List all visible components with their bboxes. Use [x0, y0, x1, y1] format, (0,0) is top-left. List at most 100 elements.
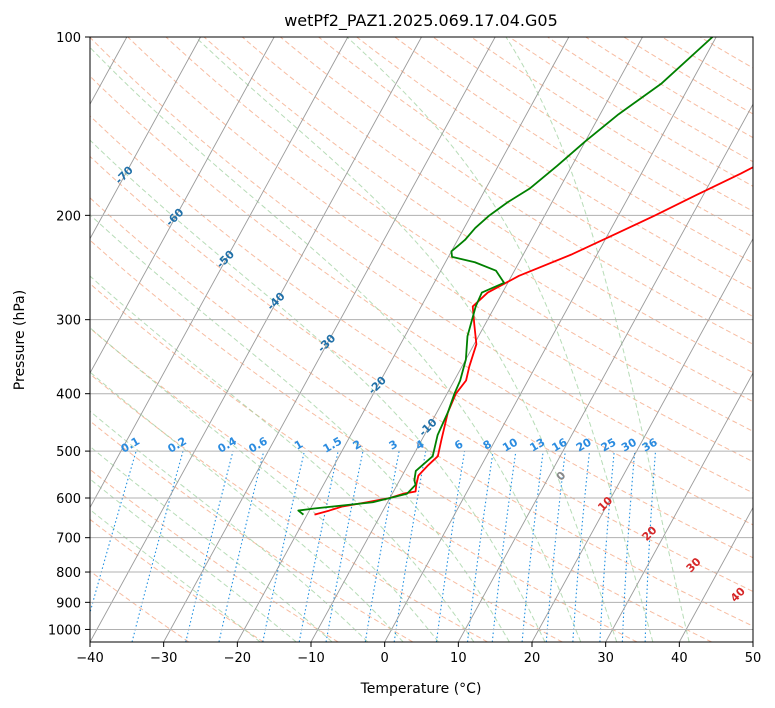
moist-adiabat-line [90, 139, 546, 642]
x-tick-label: −20 [224, 651, 251, 666]
mixing-ratio-line [521, 451, 544, 642]
mixing-ratio-line [218, 450, 265, 642]
mixing-ratio-label: 8 [481, 438, 494, 453]
y-tick-label: 300 [56, 314, 81, 329]
mixing-ratio-line [262, 450, 305, 642]
mixing-ratio-line [545, 451, 566, 642]
dry-adiabat-line [280, 37, 753, 345]
dry-adiabat-line [356, 37, 753, 290]
isotherm-label: -40 [264, 290, 287, 313]
mixing-ratio-line [621, 451, 636, 642]
dry-adiabat-line [90, 115, 753, 559]
isotherm-line [90, 37, 201, 240]
moist-adiabat-line [90, 410, 369, 642]
mixing-ratio-line [90, 450, 137, 615]
isotherm-line [90, 37, 275, 375]
dry-adiabat-line [90, 420, 414, 642]
isotherm-label: -30 [315, 332, 338, 355]
isotherm-label: -80 [62, 121, 85, 144]
moist-adiabat-line [90, 445, 333, 642]
y-tick-label: 700 [56, 532, 81, 547]
isotherm-label: -10 [416, 416, 439, 439]
plot-frame [89, 36, 754, 643]
isotherm-line [457, 103, 753, 642]
mixing-ratio-label: 3 [387, 438, 400, 453]
isotherm-line [678, 506, 753, 642]
isotherm-line [90, 37, 349, 509]
y-axis-label: Pressure (hPa) [12, 290, 28, 390]
x-tick-label: −40 [76, 651, 103, 666]
mixing-ratio-label: 0.4 [216, 434, 240, 455]
y-tick-label: 200 [56, 209, 81, 224]
mixing-ratio-label: 2 [351, 438, 364, 453]
mixing-ratio-label: 0.2 [166, 435, 189, 456]
x-tick-label: 0 [381, 651, 389, 666]
mixing-ratio-label: 36 [640, 435, 660, 454]
x-axis-label: Temperature (°C) [360, 681, 482, 697]
profile-lines [297, 37, 753, 516]
isotherm-line [384, 37, 717, 642]
dry-adiabat-line [90, 373, 488, 642]
dry-adiabat-line [90, 327, 563, 642]
mixing-ratio-line [572, 451, 591, 642]
y-tick-label: 1000 [48, 623, 81, 638]
mixing-ratio-label: 1 [292, 438, 305, 453]
dry-adiabat-line [90, 37, 753, 494]
x-tick-label: 20 [524, 651, 541, 666]
dry-adiabat-line [90, 570, 190, 642]
moist-adiabat-line [90, 214, 510, 642]
y-tick-label: 800 [56, 566, 81, 581]
x-axis: −40 −30 −20 −10 0 10 20 30 40 50 [76, 642, 761, 666]
mixing-ratio-label: 20 [574, 435, 594, 454]
moist-adiabat-line [195, 37, 618, 642]
mixing-ratio-label: 10 [500, 435, 520, 454]
mixing-ratio-label: 6 [452, 437, 465, 452]
background-lines [90, 37, 753, 642]
mixing-ratio-label: 0.1 [119, 435, 142, 456]
chart-title: wetPf2_PAZ1.2025.069.17.04.G05 [284, 11, 558, 31]
dry-adiabat-line [394, 37, 753, 264]
mixing-ratio-label: 25 [599, 436, 619, 455]
moist-adiabat-line [505, 37, 690, 642]
isotherm-label: -70 [113, 163, 136, 186]
x-tick-label: −30 [150, 651, 177, 666]
y-tick-label: 600 [56, 492, 81, 507]
mixing-ratio-line [185, 450, 234, 642]
y-tick-label: 900 [56, 596, 81, 611]
y-axis: 100 200 300 400 500 600 700 800 900 1000 [48, 31, 90, 638]
moist-adiabat-line [346, 37, 654, 642]
dry-adiabat-line [90, 239, 712, 642]
dewpoint-profile-line [297, 37, 714, 516]
moist-adiabat-line [90, 327, 439, 642]
x-tick-label: 50 [745, 651, 762, 666]
y-tick-label: 500 [56, 445, 81, 460]
dry-adiabat-line [127, 37, 753, 463]
dry-adiabat-label: 0 [554, 469, 569, 484]
pressure-grid [90, 37, 753, 630]
dry-adiabat-line [90, 197, 753, 627]
x-tick-label: 30 [597, 651, 614, 666]
mixing-ratio-line [466, 451, 494, 642]
dry-adiabat-line [90, 155, 753, 593]
moist-adiabat-line [90, 46, 582, 642]
dry-adiabat-line [90, 468, 339, 642]
mixing-ratio-line [491, 451, 517, 642]
dry-adiabat-line [241, 37, 753, 374]
dry-adiabat-line [165, 37, 753, 432]
x-tick-label: −10 [297, 651, 324, 666]
dry-adiabat-line [623, 37, 753, 115]
isotherm-line [605, 372, 753, 642]
dry-adiabat-line [699, 37, 753, 69]
mixing-ratio-label: 1.5 [321, 435, 344, 456]
dry-adiabat-line [90, 283, 638, 642]
isotherm-line [163, 37, 496, 642]
y-tick-label: 400 [56, 388, 81, 403]
moist-adiabat-line [90, 371, 404, 642]
dry-adiabat-label: 20 [640, 523, 660, 543]
dry-adiabat-line [90, 518, 264, 642]
dry-adiabat-line [318, 37, 753, 318]
dry-adiabat-label: 10 [595, 494, 615, 514]
isotherm-line [90, 37, 422, 642]
mixing-ratio-label: 0.6 [246, 434, 270, 455]
